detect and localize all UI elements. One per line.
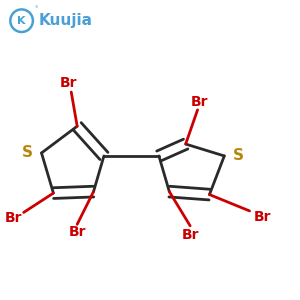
Text: Br: Br	[4, 212, 22, 225]
Text: S: S	[233, 148, 244, 164]
Text: Kuujia: Kuujia	[38, 13, 92, 28]
Text: Br: Br	[182, 228, 199, 242]
Text: °: °	[34, 6, 38, 12]
Text: Br: Br	[190, 95, 208, 110]
Text: K: K	[17, 16, 26, 26]
Text: Br: Br	[254, 210, 272, 224]
Text: S: S	[22, 146, 33, 160]
Text: Br: Br	[68, 225, 86, 239]
Text: Br: Br	[59, 76, 77, 90]
